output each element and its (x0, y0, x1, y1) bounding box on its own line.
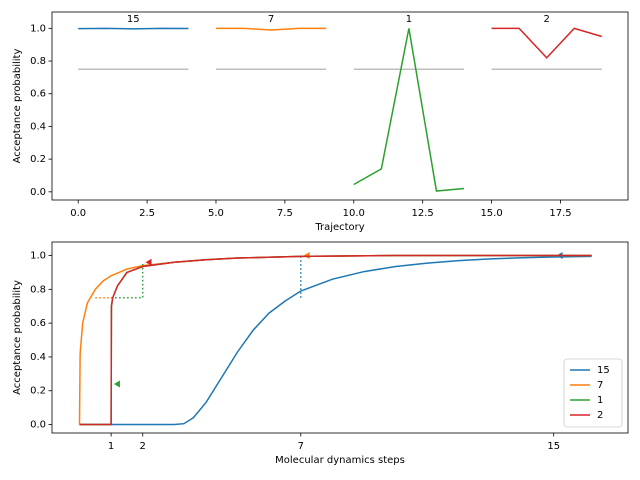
y-tick-label: 0.2 (30, 386, 46, 397)
y-tick-label: 0.6 (30, 89, 46, 100)
y-axis-label: Acceptance probability (12, 280, 23, 395)
y-tick-label: 1.0 (30, 251, 46, 262)
series-label: 2 (544, 14, 550, 25)
x-tick-label: 0.0 (70, 208, 86, 219)
y-tick-label: 0.0 (30, 187, 46, 198)
x-tick-label: 7 (298, 441, 304, 452)
legend-label: 2 (597, 410, 603, 421)
x-axis-label: Molecular dynamics steps (275, 455, 405, 466)
series-label: 15 (127, 14, 140, 25)
y-tick-label: 0.4 (30, 121, 46, 132)
y-tick-label: 0.2 (30, 154, 46, 165)
x-tick-label: 15.0 (480, 208, 502, 219)
line (78, 254, 592, 425)
x-tick-label: 5.0 (208, 208, 224, 219)
x-tick-label: 7.5 (277, 208, 293, 219)
x-tick-label: 15 (547, 441, 560, 452)
y-axis-label: Acceptance probability (12, 49, 23, 164)
series-label: 7 (268, 14, 274, 25)
legend-box (563, 358, 623, 428)
y-tick-label: 0.0 (30, 420, 46, 431)
legend-label: 1 (597, 395, 603, 406)
line (79, 255, 592, 426)
y-tick-label: 0.8 (30, 56, 46, 67)
legend-label: 15 (597, 365, 610, 376)
y-tick-label: 1.0 (30, 23, 46, 34)
y-tick-label: 0.8 (30, 284, 46, 295)
x-tick-label: 12.5 (412, 208, 434, 219)
y-tick-label: 0.4 (30, 352, 46, 363)
marker (303, 252, 310, 260)
y-tick-label: 0.6 (30, 318, 46, 329)
line (79, 254, 592, 426)
x-tick-label: 1 (108, 441, 114, 452)
line (215, 27, 327, 31)
line (79, 254, 592, 426)
x-tick-label: 10.0 (343, 208, 365, 219)
line (353, 28, 465, 192)
x-axis-label: Trajectory (314, 222, 364, 233)
series-label: 1 (406, 14, 412, 25)
axes-frame (51, 241, 629, 434)
x-tick-label: 2 (140, 441, 146, 452)
legend-label: 7 (597, 380, 603, 391)
marker (113, 380, 120, 388)
line (491, 27, 603, 59)
x-tick-label: 2.5 (139, 208, 155, 219)
x-tick-label: 17.5 (549, 208, 571, 219)
axes-frame (51, 11, 629, 201)
marker (145, 258, 152, 266)
